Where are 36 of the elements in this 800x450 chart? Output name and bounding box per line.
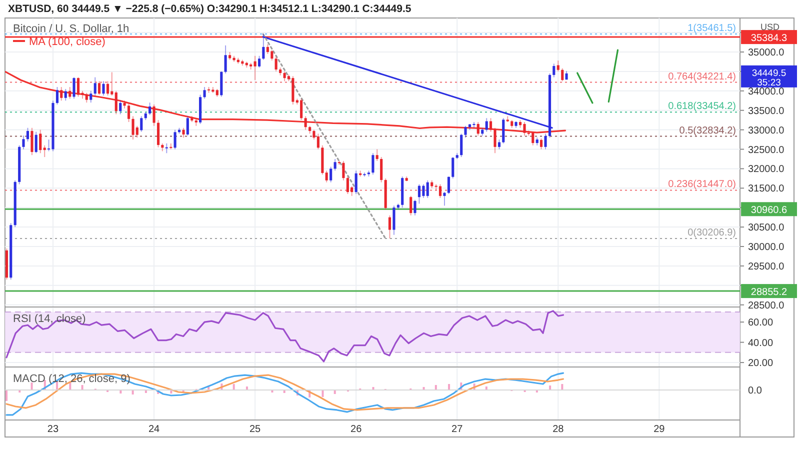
text: 34449.5 35:23 xyxy=(752,68,786,88)
y-tick-label: 30000.0 xyxy=(748,242,785,254)
ref-line-label: 0.618(33454.2) xyxy=(668,101,736,112)
y-tick-label: 35000.0 xyxy=(748,48,785,58)
legend-label: MA (100, close) xyxy=(29,36,106,48)
y-tick-label: 40.00 xyxy=(748,338,774,349)
y-tick-label: 31500.0 xyxy=(748,184,785,195)
x-tick-label: 25 xyxy=(249,424,262,435)
y-tick-label: 60.00 xyxy=(748,318,774,329)
ref-line-label: 1(35461.5) xyxy=(688,23,736,34)
text: Bitcoin / U. S. Dollar, 1h xyxy=(13,23,130,35)
x-tick-label: 29 xyxy=(654,424,666,435)
text: 0.0 xyxy=(748,386,762,397)
ref-line-label: 0(30206.9) xyxy=(688,227,736,238)
y-tick-label: 34000.0 xyxy=(748,86,785,98)
ref-line-label: 0.5(32834.2) xyxy=(679,125,736,136)
y-tick-label: 29500.0 xyxy=(748,261,785,272)
y-tick-label: 33500.0 xyxy=(748,106,785,117)
y-tick-label: 32500.0 xyxy=(748,144,785,156)
text: USD xyxy=(760,22,780,32)
ref-line-label: 0.236(31447.0) xyxy=(668,179,736,190)
y-tick-label: 30500.0 xyxy=(748,222,785,234)
y-tick-label: 33000.0 xyxy=(748,125,785,136)
ref-line-label: 35384.3 xyxy=(750,33,788,44)
x-tick-label: 27 xyxy=(452,424,464,435)
x-tick-label: 26 xyxy=(350,424,362,435)
chart-title: XBTUSD, 60 34449.5 ▼ −225.8 (−0.65%) O:34290.1 H:34512.1 L:34290.1 C:34449.5 xyxy=(8,3,412,15)
x-tick-label: 24 xyxy=(148,424,160,435)
ref-line-label: 0.764(34221.4) xyxy=(668,71,736,82)
x-tick-label: 23 xyxy=(47,424,59,435)
y-tick-label: 32000.0 xyxy=(748,164,785,176)
x-tick-label: 28 xyxy=(552,424,564,435)
ref-line-label: 30960.6 xyxy=(750,205,788,216)
y-tick-label: 28500.0 xyxy=(748,300,785,312)
y-tick-label: 20.00 xyxy=(748,358,774,370)
ref-line-label: 28855.2 xyxy=(750,287,788,298)
